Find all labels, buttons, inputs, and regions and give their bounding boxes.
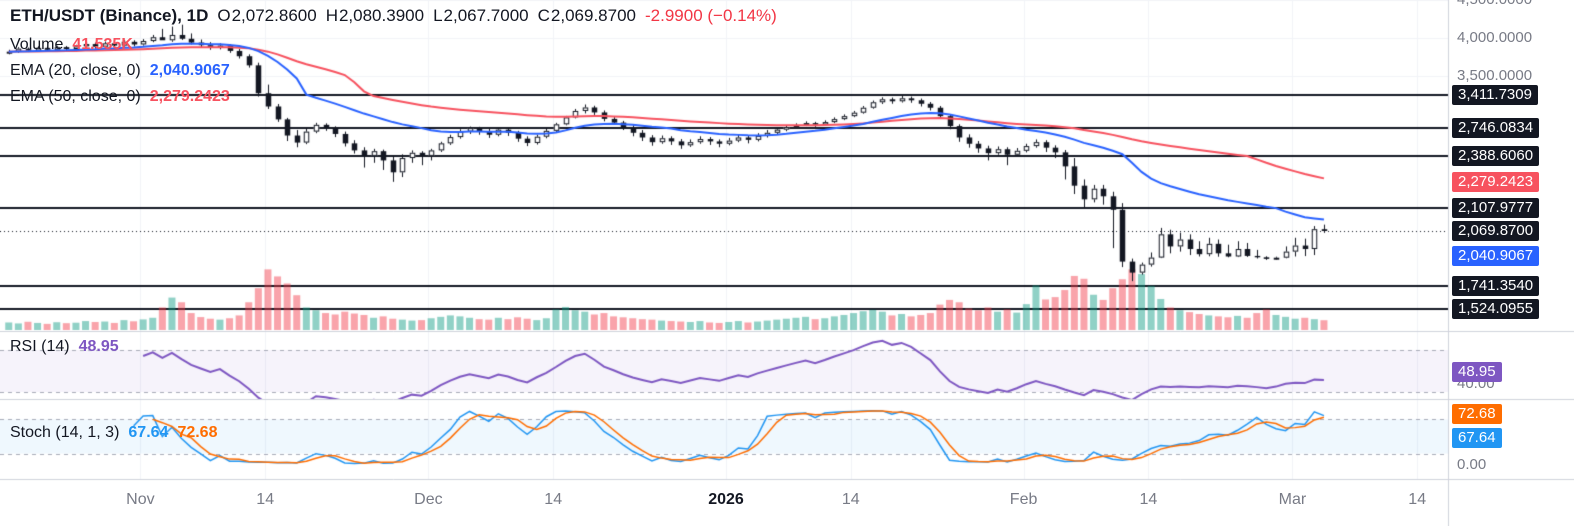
stoch-label: Stoch (14, 1, 3)	[10, 424, 120, 441]
ohlc-low: L2,067.7000	[433, 6, 529, 25]
volume-legend-row[interactable]: Volume 41.535K	[10, 36, 142, 54]
stoch-k-value: 67.64	[128, 424, 169, 441]
time-scale[interactable]: Nov 14 Dec 14 2026 14 Feb 14 Mar 14	[0, 480, 1574, 526]
open-label: O	[217, 6, 231, 25]
time-axis-label: Nov	[126, 491, 155, 508]
price-level-badge: 3,411.7309	[1452, 85, 1538, 105]
price-level-badge: 1,741.3540	[1452, 276, 1540, 296]
rsi-label: RSI (14)	[10, 338, 70, 355]
price-level-badge: 2,746.0834	[1452, 118, 1540, 138]
ema50-price-badge: 2,279.2423	[1452, 172, 1540, 192]
stoch-axis-label: 0.00	[1457, 456, 1487, 473]
price-scale[interactable]: 4,500.0000 4,000.0000 3,500.00003,411.7309…	[1449, 0, 1574, 526]
close-label: C	[537, 6, 550, 25]
symbol-title: ETH/USDT (Binance), 1D	[10, 6, 209, 25]
low-value: 2,067.7000	[443, 6, 529, 25]
price-axis-label: 4,000.0000	[1457, 29, 1533, 46]
stoch-k-badge: 67.64	[1452, 428, 1502, 448]
price-level-badge: 2,388.6060	[1452, 146, 1540, 166]
stoch-legend-row[interactable]: Stoch (14, 1, 3) 67.64 72.68	[10, 424, 226, 442]
ema20-price-badge: 2,040.9067	[1452, 246, 1540, 266]
time-axis-label: 14	[544, 491, 563, 508]
ohlc-close: C2,069.8700	[538, 6, 636, 25]
time-axis-label: 14	[841, 491, 860, 508]
time-axis-label: 14	[256, 491, 275, 508]
price-level-badge: 2,107.9777	[1452, 198, 1540, 218]
ema50-value: 2,279.2423	[149, 88, 230, 105]
price-level-badge: 1,524.0955	[1452, 299, 1540, 319]
change-value: -2.9900 (−0.14%)	[645, 6, 777, 25]
price-axis-label: 4,500.0000	[1457, 0, 1532, 8]
ema20-value: 2,040.9067	[149, 62, 230, 79]
time-axis-label: Feb	[1009, 491, 1038, 508]
open-value: 2,072.8600	[231, 6, 317, 25]
ema50-legend-row[interactable]: EMA (50, close, 0) 2,279.2423	[10, 88, 239, 106]
ema50-label: EMA (50, close, 0)	[10, 88, 141, 105]
last-price-badge: 2,069.8700	[1452, 221, 1540, 241]
volume-label: Volume	[10, 36, 64, 53]
time-axis-label: Mar	[1278, 491, 1307, 508]
symbol-legend-row[interactable]: ETH/USDT (Binance), 1D O2,072.8600 H2,080.…	[10, 6, 786, 26]
volume-value: 41.535K	[72, 36, 133, 53]
stoch-d-value: 72.68	[177, 424, 218, 441]
time-axis-label: Dec	[414, 491, 443, 508]
time-axis-label: 14	[1139, 491, 1158, 508]
high-value: 2,080.3900	[338, 6, 425, 25]
time-axis-label: 14	[1408, 491, 1427, 508]
low-label: L	[433, 6, 443, 25]
close-value: 2,069.8700	[550, 6, 636, 25]
high-label: H	[325, 6, 338, 25]
ohlc-open: O2,072.8600	[217, 6, 316, 25]
rsi-value: 48.95	[78, 338, 119, 355]
time-axis-year-label: 2026	[708, 491, 744, 508]
ema20-legend-row[interactable]: EMA (20, close, 0) 2,040.9067	[10, 62, 239, 80]
ohlc-high: H2,080.3900	[326, 6, 424, 25]
ema20-label: EMA (20, close, 0)	[10, 62, 141, 79]
rsi-value-badge: 48.95	[1452, 362, 1502, 382]
rsi-legend-row[interactable]: RSI (14) 48.95	[10, 338, 128, 356]
price-axis-label: 3,500.0000	[1457, 67, 1533, 84]
stoch-d-badge: 72.68	[1452, 404, 1502, 424]
